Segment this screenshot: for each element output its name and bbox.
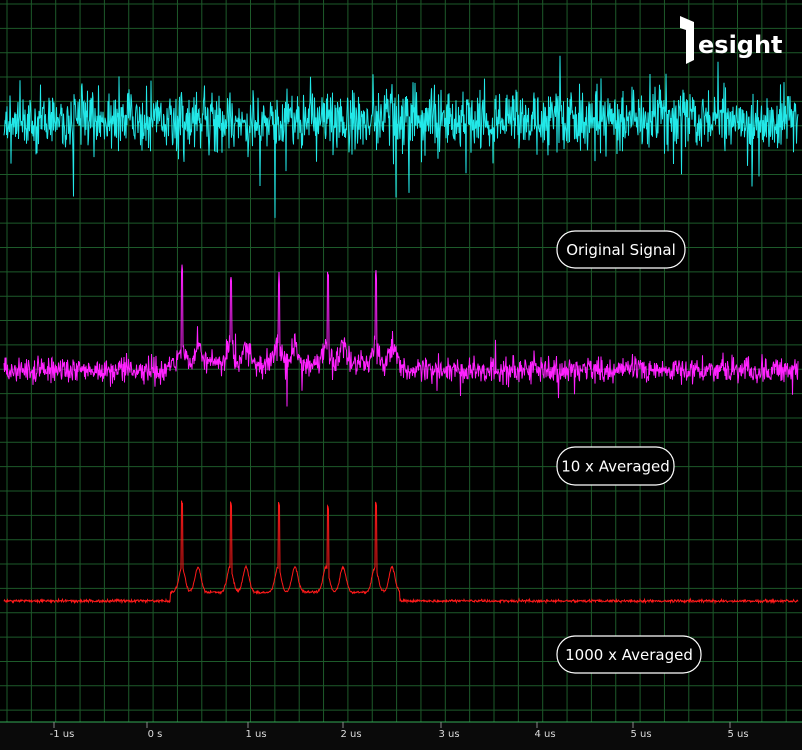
label-box bbox=[556, 230, 686, 269]
x-axis: -1 us 0 s 1 us 2 us 3 us 4 us 5 us 5 us bbox=[50, 722, 749, 740]
trace-label: 1000 x Averaged bbox=[565, 646, 693, 664]
x-tick-label: 1 us bbox=[245, 729, 266, 740]
trace-label: Original Signal bbox=[566, 241, 676, 259]
trace bbox=[3, 500, 799, 605]
logo: esight bbox=[680, 16, 783, 64]
trace bbox=[3, 55, 799, 218]
label-box bbox=[556, 446, 675, 486]
x-tick-label: 0 s bbox=[148, 729, 163, 740]
trace-label: 10 x Averaged bbox=[561, 458, 670, 476]
x-tick-label: -1 us bbox=[50, 729, 75, 740]
axis-bar bbox=[0, 722, 802, 750]
x-tick-label: 2 us bbox=[340, 729, 361, 740]
x-tick-label: 3 us bbox=[438, 729, 459, 740]
trace bbox=[3, 264, 799, 407]
x-tick-label: 4 us bbox=[534, 729, 555, 740]
trace-labels: Original Signal 10 x Averaged 1000 x Avera… bbox=[556, 230, 702, 674]
logo-text: esight bbox=[698, 31, 783, 59]
x-tick-label: 5 us bbox=[630, 729, 651, 740]
x-tick-label: 5 us bbox=[727, 729, 748, 740]
label-box bbox=[556, 635, 702, 674]
traces bbox=[3, 55, 799, 605]
logo-icon bbox=[680, 16, 694, 64]
